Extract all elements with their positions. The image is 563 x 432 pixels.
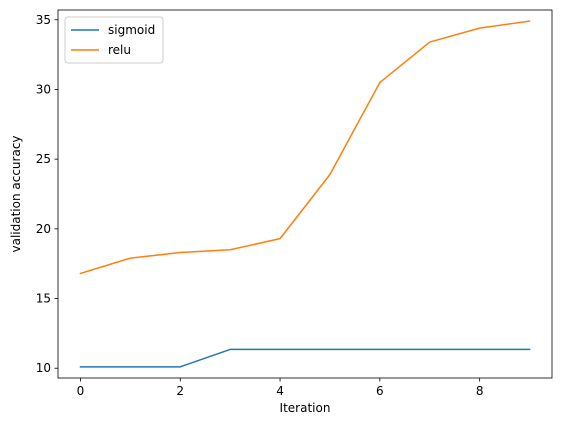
x-tick-label: 2 — [176, 384, 184, 398]
legend-box — [64, 16, 164, 64]
plot-frame — [57, 9, 553, 379]
y-tick-label: 35 — [36, 13, 51, 27]
legend: sigmoid relu — [64, 16, 164, 64]
y-tick-label: 10 — [36, 361, 51, 375]
y-axis-label: validation accuracy — [9, 135, 23, 252]
x-axis-ticks: 0 2 4 6 8 — [77, 378, 484, 398]
series-line-sigmoid — [79, 348, 531, 368]
x-tick-label: 4 — [276, 384, 284, 398]
x-tick-label: 8 — [476, 384, 484, 398]
x-axis-label: Iteration — [280, 401, 331, 415]
y-tick-label: 15 — [36, 292, 51, 306]
y-tick-label: 20 — [36, 222, 51, 236]
legend-label-sigmoid: sigmoid — [108, 23, 155, 37]
series-line-relu — [79, 20, 531, 275]
x-tick-label: 0 — [77, 384, 85, 398]
y-tick-label: 30 — [36, 82, 51, 96]
y-axis-ticks: 10 15 20 25 30 35 — [36, 13, 58, 375]
y-tick-label: 25 — [36, 152, 51, 166]
x-tick-label: 6 — [376, 384, 384, 398]
legend-label-relu: relu — [108, 43, 131, 57]
series-lines — [79, 20, 531, 368]
